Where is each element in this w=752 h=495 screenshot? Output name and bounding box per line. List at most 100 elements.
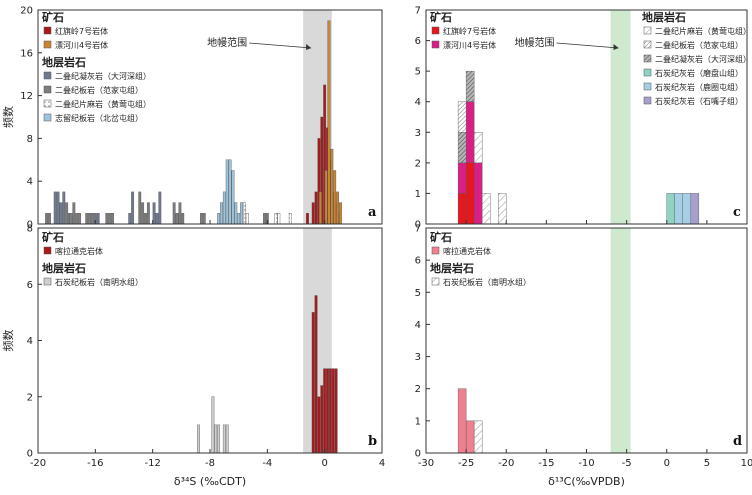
bar-a-1-0 [45,213,49,225]
y-tick-label: 20 [20,6,33,17]
legend-group-heading: 地层岩石 [642,10,686,24]
y-tick-label: 0 [415,449,421,460]
y-tick-label: 6 [415,36,421,47]
bar-d-1-0 [473,420,483,454]
legend-swatch [431,40,440,49]
bar-a-1-14 [141,202,145,225]
legend-swatch [643,82,652,91]
bar-a-3-6 [234,202,238,225]
y-tick-label: 0 [27,449,33,460]
x-axis-title: δ³⁴S (‰CDT) [174,475,246,488]
bar-b-0-4 [222,424,226,454]
y-tick-label: 4 [27,336,33,347]
x-tick-label: -5 [622,458,632,469]
panel-b: 0 2 4 6 8 -20 -16 -12 -8 -4 0 4 频数 δ³⁴S (‰CDT) b 矿石喀拉通克… [1,224,385,489]
bar-c-4-0 [473,132,483,164]
legend-swatch [43,246,52,255]
bar-a-3-1 [220,202,223,225]
legend-swatch [643,68,652,77]
bar-a-0-8 [131,191,135,225]
bar-a-0-6 [96,213,100,225]
legend-swatch [43,85,52,94]
y-tick-label: 16 [20,48,33,59]
bar-a-1-5 [75,213,79,225]
bar-a-1-9 [91,213,94,225]
bar-b-1-4 [323,368,327,454]
bar-a-2-0 [242,202,246,225]
bar-a-3-5 [231,170,235,225]
x-axis-title: δ¹³C(‰VPDB) [548,475,625,488]
legend-swatch [431,26,440,35]
legend-group-heading: 地层岩石 [42,261,86,275]
bar-a-3-8 [240,202,243,225]
bar-a-2-4 [288,213,292,225]
legend-entry-label: 石炭纪灰岩（磨盘山组） [655,68,743,78]
mantle-range-arrow [556,42,619,49]
legend-entry-label: 二叠纪凝灰岩（大河深组） [655,54,751,64]
x-tick-label: 4 [379,458,385,469]
legend-swatch [43,71,52,80]
y-tick-label: 4 [415,97,421,108]
y-tick-label: 7 [415,224,421,235]
bar-a-5-1 [324,170,328,225]
mantle-range-band [610,228,631,453]
bar-a-2-3 [277,213,281,225]
bar-a-0-1 [56,191,60,225]
legend-entry-label: 二叠纪片麻岩（黄莺屯组） [55,99,151,109]
legend-entry-label: 石炭纪板岩（南明水组） [443,277,531,287]
bar-a-3-2 [222,191,226,225]
bar-a-1-21 [199,213,203,225]
legend-entry-label: 志留纪板岩（北岔屯组） [55,113,143,123]
bar-a-5-3 [330,148,334,225]
bar-a-2-1 [245,213,249,225]
bar-a-4-0 [306,213,309,225]
bar-c-6-0 [674,193,684,225]
legend-group-heading: 矿石 [42,10,64,24]
x-tick-label: 0 [664,458,670,469]
x-tick-label: 5 [704,458,710,469]
bar-a-4-2 [314,191,318,225]
legend-swatch [431,246,440,255]
x-tick-label: -25 [458,458,474,469]
legend-entry-label: 石炭纪灰岩（鹿圈屯组） [655,82,743,92]
y-tick-label: 5 [415,67,421,78]
bar-a-0-11 [158,191,162,225]
y-axis-title: 频数 [1,330,15,352]
bar-a-0-0 [53,191,57,225]
legend-entry-label: 漂河川4号岩体 [55,40,108,50]
bar-b-0-1 [211,396,215,454]
y-tick-label: 2 [415,384,421,395]
bar-a-1-19 [178,202,182,225]
x-tick-label: -4 [262,458,272,469]
y-tick-label: 12 [20,91,33,102]
y-tick-label: 6 [27,280,33,291]
bar-b-1-7 [331,368,335,454]
panel-letter: b [368,434,377,449]
bar-a-1-12 [111,213,114,225]
y-tick-label: 3 [415,128,421,139]
legend-swatch [43,40,52,49]
legend-entry-label: 红旗岭7号岩体 [55,26,108,36]
bar-a-5-5 [336,191,339,225]
y-tick-label: 0 [415,220,421,231]
bar-c-0-0 [457,193,467,225]
bar-b-1-6 [328,368,332,454]
bar-a-1-3 [69,213,73,225]
bar-a-1-8 [88,213,92,225]
mantle-range-band [610,10,631,224]
y-tick-label: 2 [415,158,421,169]
bar-a-1-17 [172,202,176,225]
bar-b-0-3 [217,424,221,454]
bar-c-0-1 [465,162,475,225]
y-tick-label: 4 [27,177,33,188]
bar-a-3-0 [217,213,221,225]
y-tick-label: 7 [415,6,421,17]
x-tick-label: 0 [321,458,327,469]
bar-c-1-2 [473,162,483,225]
legend-group-heading: 地层岩石 [42,55,86,69]
legend-swatch [43,99,52,108]
bar-a-0-2 [59,202,63,225]
y-tick-label: 5 [415,288,421,299]
bar-a-1-16 [146,202,150,225]
bar-a-1-18 [175,213,179,225]
